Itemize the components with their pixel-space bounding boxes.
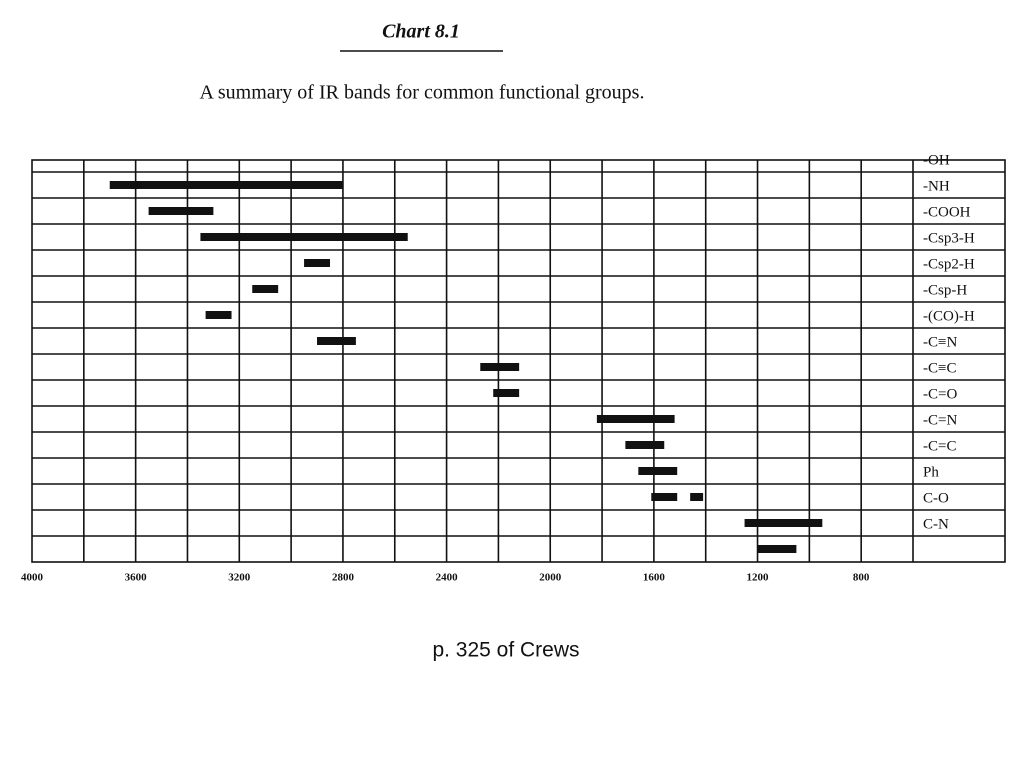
band-bar xyxy=(596,415,675,423)
band-bar xyxy=(690,493,704,501)
row-label: -NH xyxy=(923,178,950,194)
band-bar xyxy=(744,519,823,527)
band-bar xyxy=(638,467,678,475)
plot-frame xyxy=(31,159,1006,563)
footer: p. 325 of Crews xyxy=(432,639,579,662)
band-bar xyxy=(109,181,343,189)
row-label: -COOH xyxy=(923,204,971,220)
row-label: -C=C xyxy=(923,438,956,454)
band-bar xyxy=(480,363,520,371)
x-tick-label: 2400 xyxy=(436,572,459,584)
chart-subtitle: A summary of IR bands for common functio… xyxy=(200,82,645,104)
band-bar xyxy=(304,259,330,267)
x-tick-label: 2000 xyxy=(539,572,562,584)
row-label: -C=N xyxy=(923,412,957,428)
row-label: -Csp2-H xyxy=(923,256,975,272)
band-bar xyxy=(317,337,356,345)
x-tick-label: 1200 xyxy=(747,572,770,584)
band-bar xyxy=(625,441,665,449)
row-label: C-N xyxy=(923,516,949,532)
row-label: -C≡C xyxy=(923,360,956,376)
x-tick-label: 4000 xyxy=(21,572,44,584)
row-label: -OH xyxy=(923,152,950,168)
x-tick-label: 1600 xyxy=(643,572,666,584)
row-label: -Csp3-H xyxy=(923,230,975,246)
chart-title: Chart 8.1 xyxy=(382,21,460,43)
band-bar xyxy=(200,233,408,241)
row-label: C-O xyxy=(923,490,949,506)
x-tick-label: 800 xyxy=(853,572,870,584)
row-label: -Csp-H xyxy=(923,282,967,298)
band-bar xyxy=(252,285,279,293)
row-label: -C≡N xyxy=(923,334,957,350)
row-label: -C=O xyxy=(923,386,957,402)
band-bar xyxy=(493,389,520,397)
band-bar xyxy=(757,545,797,553)
row-label: Ph xyxy=(923,464,939,480)
band-bar xyxy=(205,311,232,319)
x-tick-label: 2800 xyxy=(332,572,355,584)
band-bar xyxy=(651,493,678,501)
x-tick-label: 3200 xyxy=(228,572,251,584)
x-tick-label: 3600 xyxy=(125,572,148,584)
band-bar xyxy=(148,207,214,215)
row-label: -(CO)-H xyxy=(923,308,975,324)
